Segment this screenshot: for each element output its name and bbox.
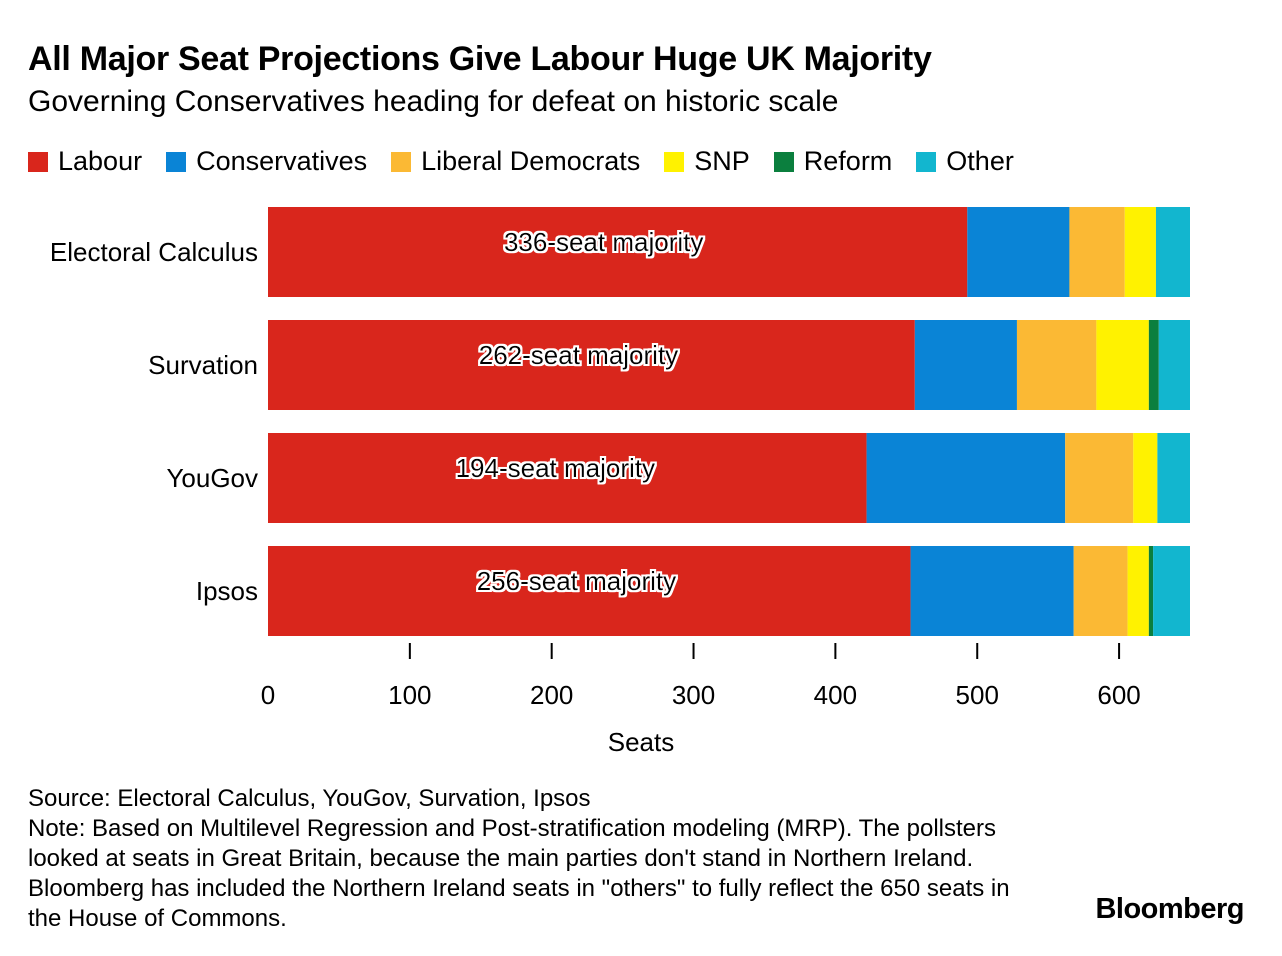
legend-swatch-liberal-democrats (391, 151, 412, 172)
bar-electoral-calculus-labour (268, 207, 968, 297)
bar-ipsos-reform (1148, 546, 1154, 636)
methodology-note: Note: Based on Multilevel Regression and… (28, 815, 1010, 932)
bar-survation-reform (1148, 320, 1159, 410)
legend-item-labour: Labour (28, 146, 142, 177)
bar-survation-conservatives (914, 320, 1017, 410)
bar-electoral-calculus-conservatives (967, 207, 1070, 297)
category-label-electoral-calculus: Electoral Calculus (50, 237, 258, 267)
legend-item-reform: Reform (773, 146, 893, 177)
x-axis: 0 100 200 300 400 500 600 (261, 643, 1141, 710)
bar-yougov-labour (268, 433, 867, 523)
majority-annotation-electoral-calculus: 336-seat majority (504, 227, 703, 257)
majority-annotation-ipsos: 256-seat majority (477, 566, 676, 596)
category-labels: Electoral Calculus Survation YouGov Ipsos (50, 237, 258, 606)
legend-label-labour: Labour (58, 146, 143, 176)
bar-survation-snp (1096, 320, 1149, 410)
legend-swatch-reform (773, 151, 794, 172)
stacked-bar-chart: 336-seat majority 262-seat majority 194-se… (50, 207, 1190, 757)
legend-swatch-other (916, 151, 937, 172)
x-tick-label-0: 0 (261, 680, 275, 710)
x-tick-label-600: 600 (1097, 680, 1140, 710)
x-tick-label-300: 300 (672, 680, 715, 710)
bar-yougov-conservatives (866, 433, 1066, 523)
bar-ipsos-labour (268, 546, 911, 636)
bar-ipsos-other (1153, 546, 1190, 636)
x-tick-label-100: 100 (388, 680, 431, 710)
legend-item-other: Other (916, 146, 1014, 177)
footer: Source: Electoral Calculus, YouGov, Surv… (28, 784, 1048, 934)
legend-label-liberal-democrats: Liberal Democrats (421, 146, 641, 176)
category-label-yougov: YouGov (166, 463, 258, 493)
bar-survation-labour (268, 320, 915, 410)
legend-label-reform: Reform (803, 146, 893, 176)
chart-subtitle: Governing Conservatives heading for defe… (28, 85, 839, 118)
legend-swatch-labour (28, 151, 48, 172)
category-label-survation: Survation (148, 350, 258, 380)
category-label-ipsos: Ipsos (196, 576, 258, 606)
chart-title: All Major Seat Projections Give Labour H… (28, 40, 932, 78)
bar-ipsos-liberal-democrats (1073, 546, 1128, 636)
bar-yougov-snp (1133, 433, 1158, 523)
legend-item-snp: SNP (664, 146, 750, 177)
legend-label-other: Other (946, 146, 1014, 176)
bar-survation-other (1158, 320, 1190, 410)
legend-swatch-conservatives (166, 151, 187, 172)
legend-item-liberal-democrats: Liberal Democrats (391, 146, 640, 177)
bar-electoral-calculus-other (1155, 207, 1190, 297)
bar-yougov-other (1157, 433, 1190, 523)
bar-ipsos-conservatives (910, 546, 1074, 636)
bar-survation-liberal-democrats (1016, 320, 1097, 410)
bar-electoral-calculus-liberal-democrats (1069, 207, 1125, 297)
x-tick-label-400: 400 (814, 680, 857, 710)
x-tick-label-500: 500 (956, 680, 999, 710)
x-axis-label: Seats (608, 727, 675, 757)
legend-label-conservatives: Conservatives (196, 146, 368, 176)
bar-annotations: 336-seat majority 262-seat majority 194-se… (456, 227, 704, 596)
legend-swatch-snp (664, 151, 685, 172)
bloomberg-logo: Bloomberg (1095, 893, 1244, 925)
legend-label-snp: SNP (694, 146, 750, 176)
bar-electoral-calculus-snp (1124, 207, 1156, 297)
x-tick-label-200: 200 (530, 680, 573, 710)
bar-yougov-liberal-democrats (1065, 433, 1134, 523)
bar-ipsos-snp (1127, 546, 1149, 636)
legend-item-conservatives: Conservatives (166, 146, 367, 177)
legend: Labour Conservatives Liberal Democrats S… (28, 146, 1038, 177)
majority-annotation-survation: 262-seat majority (479, 340, 678, 370)
bars-group (268, 207, 1190, 636)
source-note: Source: Electoral Calculus, YouGov, Surv… (28, 785, 591, 812)
majority-annotation-yougov: 194-seat majority (456, 453, 655, 483)
